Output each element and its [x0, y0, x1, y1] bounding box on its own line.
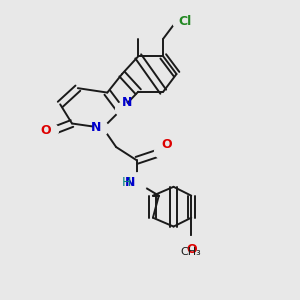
Text: O: O [186, 243, 196, 256]
Text: CH₃: CH₃ [181, 247, 202, 257]
Text: O: O [41, 124, 51, 137]
Text: H: H [122, 176, 131, 189]
Text: O: O [161, 139, 172, 152]
Text: N: N [91, 122, 101, 134]
Text: N: N [122, 96, 132, 109]
Text: Cl: Cl [178, 14, 192, 28]
Text: N: N [125, 176, 135, 189]
